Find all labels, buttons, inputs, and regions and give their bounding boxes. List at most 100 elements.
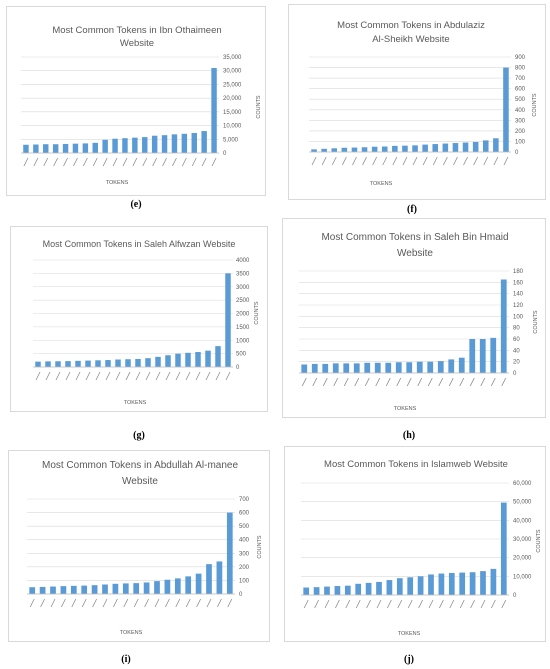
chart-f-category-label-mark [473, 156, 479, 166]
chart-h-ytick-label: 120 [513, 303, 524, 309]
chart-j-bar [459, 572, 466, 595]
chart-i-category-label-mark [40, 598, 45, 608]
chart-e-title-line: Most Common Tokens in Ibn Othaimeen [52, 25, 221, 36]
chart-h-bar [301, 364, 308, 373]
chart-h-category-label-mark [322, 377, 328, 387]
chart-j-title-line: Most Common Tokens in Islamweb Website [324, 459, 508, 470]
chart-i-bar [50, 586, 56, 594]
chart-i-bar [81, 585, 88, 594]
chart-i-bar [70, 585, 77, 594]
chart-e-bar [52, 144, 59, 153]
chart-f-title-line: Most Common Tokens in Abdulaziz [337, 20, 485, 31]
chart-h-category-label-mark [312, 377, 318, 387]
chart-g-bar [215, 346, 221, 367]
chart-h-bar [332, 363, 339, 373]
chart-f-y-axis-label: COUNTS [532, 93, 538, 117]
chart-h-category-label-mark [501, 377, 507, 387]
chart-i-category-label-mark [61, 598, 66, 608]
chart-i-bar [133, 583, 140, 594]
chart-h-y-axis-label: COUNTS [533, 310, 539, 334]
chart-e-bar [62, 143, 69, 153]
chart-f-category-label-mark [453, 156, 458, 166]
chart-g-category-label-mark [175, 371, 181, 381]
chart-f-bar [321, 148, 327, 152]
chart-f-ytick-label: 500 [515, 97, 526, 103]
chart-g-category-label-mark [35, 371, 41, 381]
chart-j-category-label-mark [407, 599, 413, 609]
chart-h-bar [437, 361, 444, 373]
chart-j-category-label-mark [303, 599, 309, 609]
chart-e-category-label-mark [122, 157, 128, 167]
chart-f-category-label-mark [392, 156, 398, 166]
chart-i-bar [216, 561, 223, 594]
chart-f-bar [462, 142, 469, 152]
chart-g-bar [45, 361, 51, 367]
chart-h-bar [427, 361, 434, 373]
chart-j-category-label-mark [480, 599, 486, 609]
chart-i-category-label-mark [81, 598, 87, 608]
chart-j-bar [324, 586, 330, 595]
chart-f-category-label-mark [463, 156, 468, 166]
chart-i-category-label-mark [196, 598, 201, 608]
chart-i-ytick-label: 0 [239, 592, 243, 598]
chart-h-bar [448, 359, 455, 373]
panel-h: Most Common Tokens in Saleh Bin Hmaid Web… [282, 218, 546, 444]
chart-i-ytick-label: 700 [239, 497, 250, 503]
chart-e-bar [142, 137, 148, 153]
chart-g-bar [195, 352, 201, 367]
chart-e-category-label-mark [162, 157, 167, 167]
chart-i-bar [185, 576, 192, 594]
chart-e-bar [72, 143, 79, 153]
chart-e-bar [171, 134, 178, 153]
chart-i-category-label-mark [144, 598, 149, 608]
chart-i-category-label-mark [133, 598, 139, 608]
chart-g-bar [85, 360, 91, 367]
chart-i-category-label-mark [185, 598, 191, 608]
chart-g-category-label-mark [155, 371, 161, 381]
chart-f-frame: Most Common Tokens in Abdulaziz Al-Sheikh… [288, 4, 546, 200]
chart-j-ytick-label: 10,000 [513, 574, 532, 580]
chart-g-category-label-mark [75, 371, 81, 381]
chart-e-category-label-mark [112, 157, 118, 167]
chart-e-category-label-mark [102, 157, 108, 167]
chart-j-category-label-mark [376, 599, 382, 609]
chart-e-category-label-mark [191, 157, 197, 167]
chart-f-category-label-mark [442, 156, 448, 166]
chart-h-bar [416, 361, 423, 373]
chart-i-ytick-label: 100 [239, 578, 250, 584]
chart-g-bar [225, 273, 231, 368]
chart-f-bar [381, 146, 388, 152]
chart-h-category-label-mark [438, 377, 444, 387]
chart-f-bar [331, 148, 338, 152]
chart-h-category-label-mark [469, 377, 475, 387]
chart-f-ytick-label: 900 [515, 55, 526, 61]
chart-f-category-label-mark [493, 156, 499, 166]
chart-h-ytick-label: 100 [513, 314, 524, 320]
chart-e-ytick-label: 10,000 [223, 124, 242, 130]
chart-g-category-label-mark [115, 371, 121, 381]
chart-h-title-line: Most Common Tokens in Saleh Bin Hmaid [321, 232, 508, 243]
chart-i-category-label-mark [217, 598, 222, 608]
chart-h-category-label-mark [417, 377, 423, 387]
chart-g-category-label-mark [105, 371, 111, 381]
chart-j-x-axis-label: TOKENS [398, 631, 421, 637]
chart-g-bar [35, 361, 41, 367]
chart-g-bar [65, 361, 71, 367]
chart-e-ytick-label: 15,000 [223, 110, 242, 116]
chart-e-ytick-label: 20,000 [223, 96, 242, 102]
chart-g-category-label-mark [205, 371, 211, 381]
chart-j-bar [355, 583, 362, 595]
chart-f-bar [422, 144, 428, 152]
chart-e-bar [33, 144, 39, 153]
chart-e-ytick-label: 30,000 [223, 69, 242, 75]
chart-e-ytick-label: 35,000 [223, 55, 242, 61]
chart-f-category-label-mark [331, 156, 337, 166]
chart-h-ytick-label: 160 [513, 280, 524, 286]
chart-g-ytick-label: 3000 [236, 285, 250, 291]
chart-e-bar [161, 135, 168, 153]
chart-j-category-label-mark [387, 599, 392, 609]
chart-h-category-label-mark [343, 377, 349, 387]
chart-f-bar [493, 138, 499, 152]
chart-f-ytick-label: 400 [515, 108, 526, 114]
chart-j-bar [490, 568, 497, 595]
